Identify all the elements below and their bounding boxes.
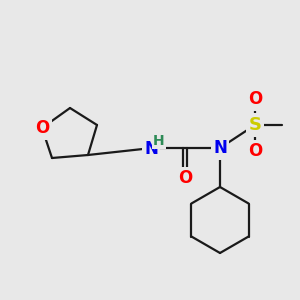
Text: O: O [178,169,192,187]
Text: N: N [213,139,227,157]
Text: S: S [248,116,262,134]
Text: H: H [153,134,165,148]
Text: O: O [248,90,262,108]
Text: O: O [248,142,262,160]
Text: O: O [35,119,49,137]
Text: N: N [144,140,158,158]
